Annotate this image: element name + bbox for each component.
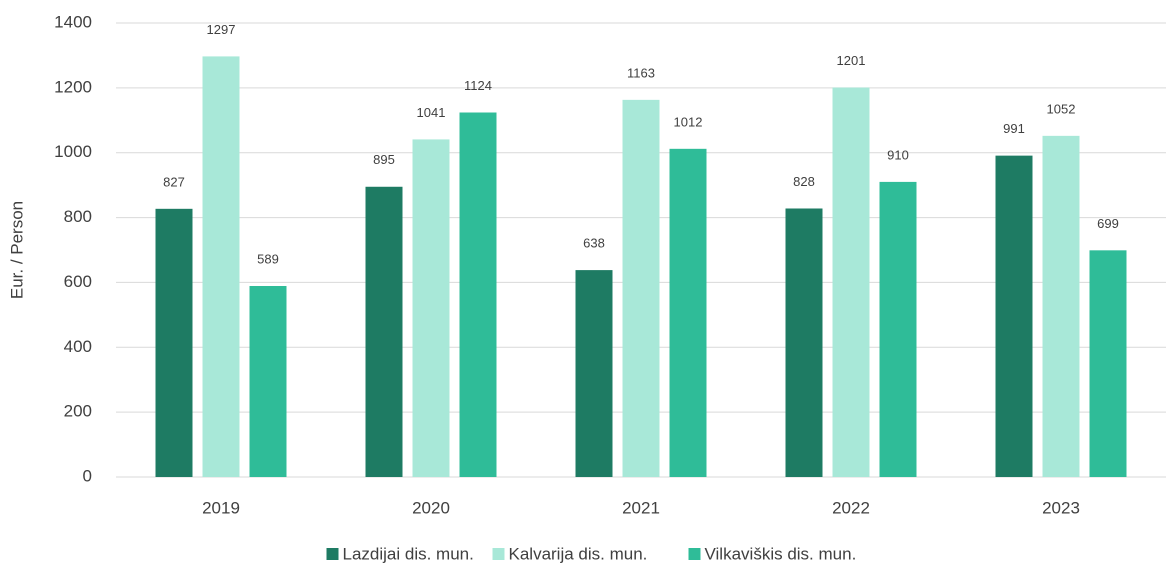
data-label: 589 [257, 251, 279, 266]
y-tick-label: 200 [64, 402, 92, 421]
y-tick-label: 0 [83, 466, 92, 485]
data-label: 1163 [627, 65, 655, 80]
legend-swatch [492, 548, 505, 560]
bar [995, 155, 1033, 477]
x-tick-label: 2021 [622, 498, 660, 517]
bar [669, 148, 707, 477]
bar [575, 270, 613, 477]
data-label: 827 [163, 174, 185, 189]
data-label: 638 [583, 236, 605, 251]
data-label: 699 [1097, 216, 1119, 231]
data-label: 991 [1003, 121, 1025, 136]
bar [412, 139, 450, 477]
y-tick-label: 1200 [54, 77, 92, 96]
legend-label: Lazdijai dis. mun. [343, 544, 474, 563]
bar [785, 208, 823, 477]
legend-label: Kalvarija dis. mun. [509, 544, 648, 563]
y-tick-label: 1400 [54, 12, 92, 31]
x-tick-label: 2020 [412, 498, 450, 517]
bar [832, 87, 870, 477]
x-tick-label: 2023 [1042, 498, 1080, 517]
y-axis-title: Eur. / Person [7, 201, 26, 299]
data-label: 910 [887, 147, 909, 162]
bar [1089, 250, 1127, 477]
data-label: 1041 [417, 105, 446, 120]
data-label: 1124 [464, 78, 492, 93]
data-label: 1052 [1047, 101, 1076, 116]
bar [459, 112, 497, 477]
data-label: 1297 [207, 22, 236, 37]
bar [249, 285, 287, 477]
bar [622, 99, 660, 477]
y-tick-label: 800 [64, 207, 92, 226]
legend-swatch [326, 548, 339, 560]
y-tick-label: 1000 [54, 142, 92, 161]
y-tick-label: 600 [64, 272, 92, 291]
data-label: 1012 [674, 114, 703, 129]
data-label: 1201 [837, 53, 866, 68]
bar [365, 186, 403, 477]
bar [879, 181, 917, 477]
bar [155, 208, 193, 477]
legend-label: Vilkaviškis dis. mun. [705, 544, 857, 563]
data-label: 895 [373, 152, 395, 167]
bar [1042, 135, 1080, 477]
data-label: 828 [793, 174, 815, 189]
bar [202, 56, 240, 477]
legend-swatch [688, 548, 701, 560]
x-tick-label: 2019 [202, 498, 240, 517]
y-tick-label: 400 [64, 337, 92, 356]
x-tick-label: 2022 [832, 498, 870, 517]
